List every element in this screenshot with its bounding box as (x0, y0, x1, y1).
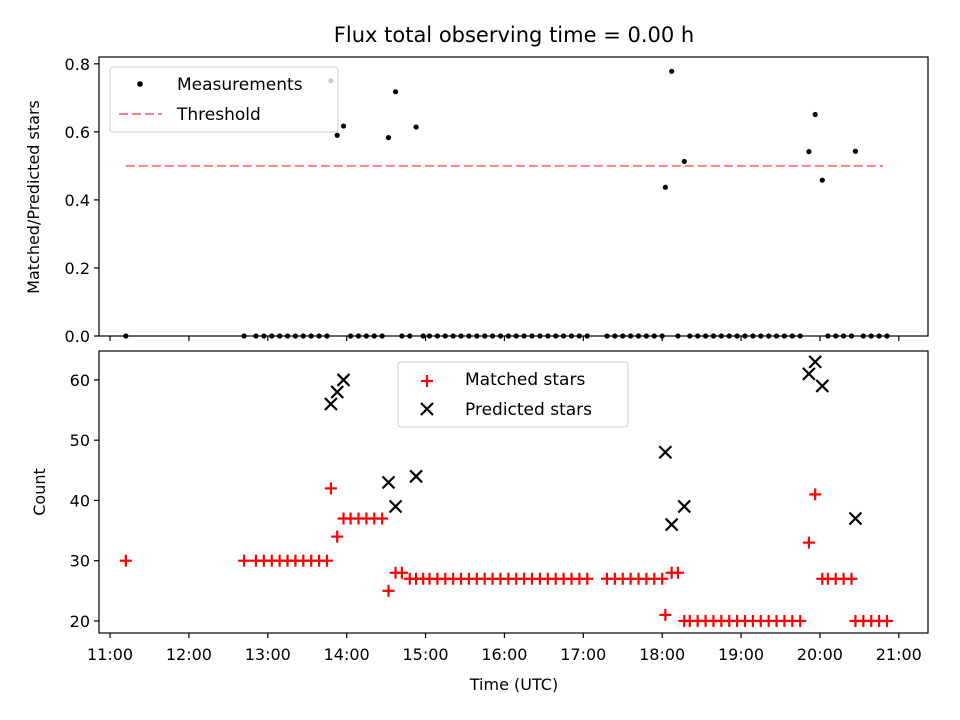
predicted-star-point (324, 397, 338, 411)
measurement-point (392, 89, 399, 95)
ratio-axes-ticks: 0.0 0.2 0.4 0.6 0.8 (65, 55, 900, 346)
count-plot-frame (98, 350, 929, 634)
measurement-point (334, 132, 340, 138)
legend-predicted-marker (420, 402, 434, 416)
measurement-point (413, 124, 419, 130)
predicted-star-point (336, 373, 351, 387)
legend-measurements-marker (137, 81, 143, 87)
measurement-point (852, 148, 859, 154)
legend-measurements-label: Measurements (177, 75, 303, 95)
matched-star-point (581, 572, 594, 585)
ratio-y-axis-label: Matched/Predicted stars (24, 100, 43, 294)
ratio-plot-frame (98, 56, 929, 337)
predicted-star-point (658, 445, 673, 460)
predicted-star-point (802, 367, 816, 381)
time-x-tick-label: 11:00 (87, 645, 133, 664)
legend-threshold-label: Threshold (176, 105, 261, 125)
matched-star-point (880, 614, 893, 627)
legend-matched-marker (421, 375, 433, 387)
count-legend-box (397, 361, 629, 428)
count-y-tick-label: 50 (70, 431, 90, 450)
ratio-legend: Measurements Threshold (109, 66, 339, 133)
time-x-tick-label: 13:00 (245, 645, 291, 664)
measurement-point (812, 111, 818, 118)
matched-star-point (656, 572, 669, 585)
chart-title: Flux total observing time = 0.00 h (334, 23, 694, 47)
matched-star-point (238, 554, 251, 567)
time-x-tick-label: 16:00 (481, 645, 527, 664)
matched-star-point (802, 536, 815, 549)
predicted-star-point (848, 511, 863, 526)
time-x-tick-label: 18:00 (639, 645, 685, 664)
time-x-tick-label: 20:00 (797, 645, 843, 664)
matched-star-point (382, 584, 395, 597)
count-y-tick-label: 60 (70, 371, 90, 390)
predicted-star-point (388, 499, 403, 514)
time-x-tick-label: 12:00 (166, 645, 212, 664)
count-points (119, 355, 893, 627)
matched-star-point (376, 512, 389, 525)
legend-matched-label: Matched stars (465, 370, 585, 390)
matched-star-point (395, 566, 408, 579)
measurement-point (662, 184, 668, 190)
matched-star-point (119, 554, 132, 567)
ratio-y-tick-label: 0.0 (65, 327, 90, 346)
matched-star-point (331, 530, 344, 543)
predicted-star-point (330, 385, 344, 399)
measurement-point (819, 177, 825, 183)
legend-predicted-label: Predicted stars (465, 400, 592, 420)
matched-star-point (324, 482, 337, 495)
count-legend: Matched stars Predicted stars (397, 361, 629, 428)
ratio-panel: Flux total observing time = 0.00 h Match… (24, 23, 929, 346)
measurement-point (669, 68, 675, 74)
measurement-point (340, 123, 347, 129)
time-x-tick-label: 21:00 (876, 645, 922, 664)
predicted-star-point (409, 469, 423, 484)
ratio-legend-box (109, 66, 339, 133)
ratio-y-tick-label: 0.2 (65, 259, 90, 278)
count-y-tick-label: 20 (70, 612, 90, 631)
count-axes-ticks: 20 30 40 50 60 11:00 12:00 13:00 14:00 15:00 16:00… (70, 371, 922, 664)
measurement-point (385, 135, 392, 141)
count-y-tick-label: 40 (70, 491, 90, 510)
count-y-axis-label: Count (30, 468, 49, 516)
measurement-point (806, 148, 812, 155)
matched-star-point (794, 614, 807, 627)
matched-star-point (845, 572, 858, 585)
ratio-y-tick-label: 0.4 (65, 191, 90, 210)
time-x-axis-label: Time (UTC) (469, 675, 558, 694)
time-x-tick-label: 19:00 (718, 645, 764, 664)
predicted-star-point (664, 517, 679, 532)
count-y-tick-label: 30 (70, 552, 90, 571)
time-x-tick-label: 17:00 (560, 645, 606, 664)
matched-star-point (671, 566, 684, 579)
predicted-star-point (677, 499, 692, 514)
matched-star-point (659, 608, 672, 621)
predicted-star-point (381, 475, 396, 490)
time-x-tick-label: 14:00 (324, 645, 370, 664)
ratio-y-tick-label: 0.6 (65, 123, 90, 142)
ratio-y-tick-label: 0.8 (65, 55, 90, 74)
count-panel: Count Time (UTC) 20 30 40 50 60 11:00 12:00 13:… (30, 350, 929, 694)
matched-star-point (809, 488, 822, 501)
predicted-star-point (808, 355, 822, 369)
measurement-point (681, 158, 687, 165)
matched-star-point (320, 554, 333, 567)
time-x-tick-label: 15:00 (402, 645, 448, 664)
predicted-star-point (815, 379, 830, 393)
